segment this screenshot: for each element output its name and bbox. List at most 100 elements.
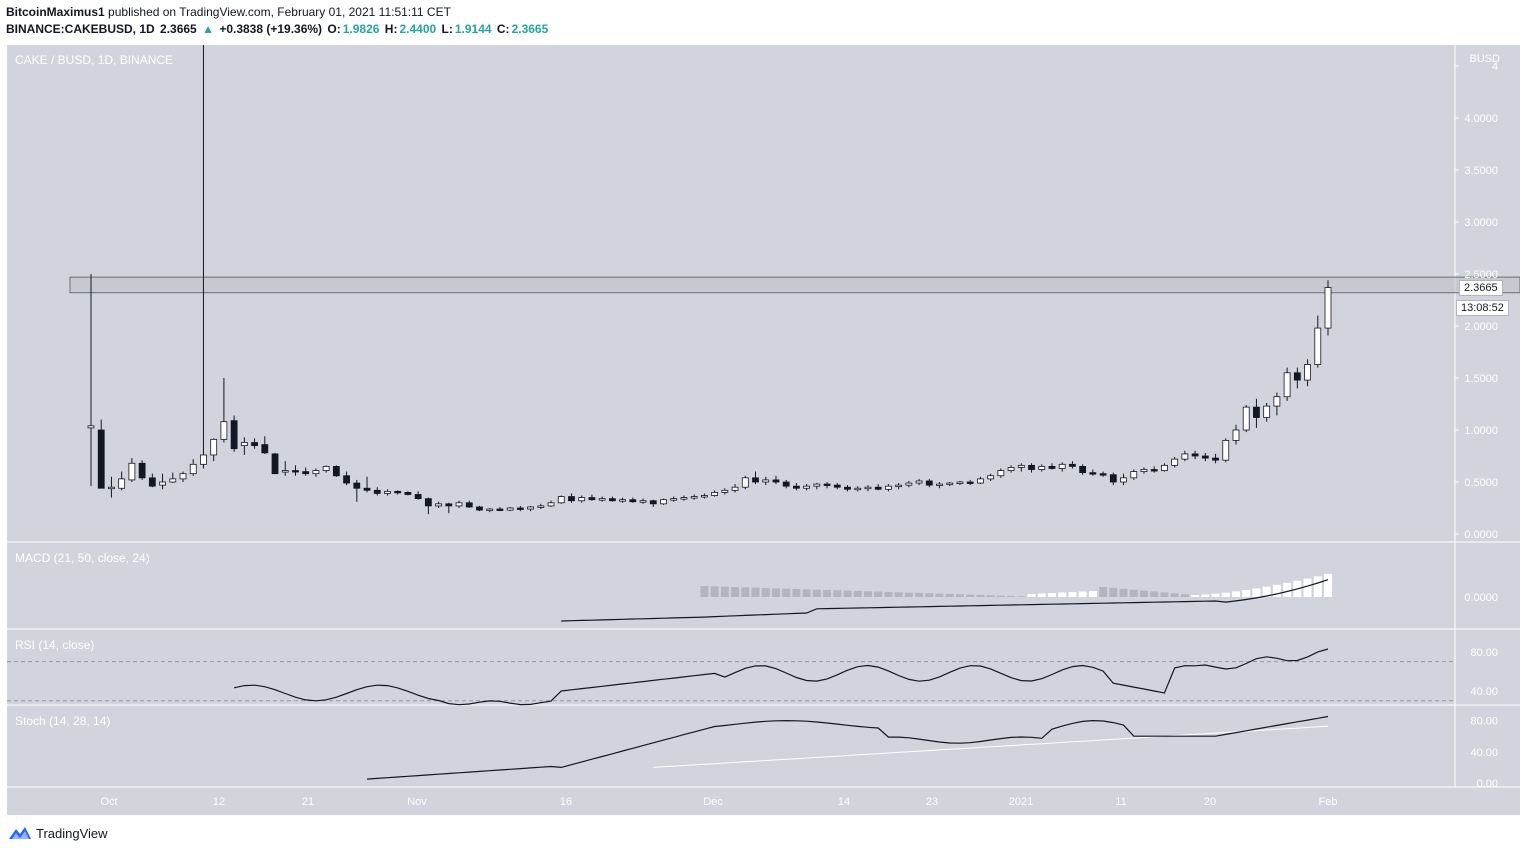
macd-histogram-bar <box>812 589 821 597</box>
resistance-zone <box>69 276 1520 294</box>
candle-body <box>353 482 361 489</box>
chart-area[interactable]: 4 4.0000 3.5000 3.0000 2.5000 2.0000 1.5000 1.0… <box>7 45 1520 815</box>
countdown-tag: 13:08:52 <box>1456 300 1509 316</box>
macd-histogram-bar <box>792 588 801 597</box>
candle-body <box>741 477 749 488</box>
candle-body <box>271 453 279 475</box>
candle-body <box>905 482 913 486</box>
up-arrow-icon: ▲ <box>202 22 214 36</box>
candle-body <box>108 486 115 490</box>
candle-body <box>1253 406 1260 418</box>
published-text: published on TradingView.com, February 0… <box>108 5 451 19</box>
macd-histogram-bar <box>1088 591 1097 597</box>
last-price: 2.3665 <box>160 22 197 36</box>
macd-histogram-bar <box>1129 589 1138 597</box>
candle-body <box>1212 457 1219 461</box>
candle-body <box>261 444 269 454</box>
macd-histogram-bar <box>884 591 893 597</box>
candle-body <box>1242 406 1250 431</box>
tradingview-brand: TradingView <box>36 825 108 841</box>
macd-histogram-bar <box>1242 589 1251 597</box>
candle-body <box>496 508 504 511</box>
candle-body <box>1089 472 1097 475</box>
macd-histogram-bar <box>1078 591 1087 597</box>
candle-body <box>568 496 575 502</box>
candle-body <box>711 491 719 496</box>
candle-body <box>343 475 350 484</box>
stoch-tick-label: 80.00 <box>1470 716 1498 728</box>
macd-histogram-bar <box>1160 592 1169 597</box>
price-tick-label: 3.0000 <box>1464 217 1498 229</box>
time-tick-label: 11 <box>1115 796 1126 808</box>
candle-body <box>752 477 759 483</box>
price-tick-label: 1.0000 <box>1464 425 1498 437</box>
candle-body <box>721 489 729 493</box>
candle-body <box>1099 473 1107 476</box>
chart-canvas[interactable]: 4 4.0000 3.5000 3.0000 2.5000 2.0000 1.5000 1.0… <box>7 45 1520 815</box>
candle-body <box>844 486 851 490</box>
macd-histogram-bar <box>802 589 811 597</box>
tradingview-footer[interactable]: TradingView <box>8 825 108 841</box>
candle-body <box>772 479 780 483</box>
macd-histogram-bar <box>976 594 985 597</box>
candle-body <box>598 498 606 501</box>
close-value: 2.3665 <box>511 22 549 36</box>
macd-histogram-bar <box>1170 593 1179 597</box>
candle-body <box>792 485 800 489</box>
symbol-label: BINANCE:CAKEBUSD, 1D <box>6 22 155 36</box>
candle-body <box>138 462 146 479</box>
candle-body <box>1161 464 1168 471</box>
candle-body <box>527 506 534 510</box>
candle-body <box>302 471 310 475</box>
candle-body <box>159 481 166 486</box>
price-tick-label: 3.5000 <box>1464 165 1498 177</box>
candle-body <box>874 486 882 490</box>
time-tick-label: 14 <box>838 796 850 808</box>
candle-body <box>312 470 320 475</box>
change-value: +0.3838 (+19.36%) <box>219 22 323 36</box>
macd-histogram-bar <box>720 586 729 597</box>
macd-histogram-bar <box>1109 587 1118 597</box>
macd-histogram-bar <box>741 587 750 597</box>
time-tick-label: 12 <box>213 796 225 808</box>
time-tick-label: Dec <box>703 796 723 808</box>
rsi-tick-label: 40.00 <box>1470 686 1498 698</box>
candle-body <box>833 484 841 488</box>
candle-body <box>384 490 391 494</box>
publisher-name[interactable]: BitcoinMaximus1 <box>6 5 105 19</box>
candle-body <box>885 485 892 490</box>
macd-histogram-bar <box>1272 584 1281 597</box>
candle-body <box>680 497 688 500</box>
candle-body <box>639 500 647 503</box>
candle-body <box>322 465 330 471</box>
stoch-signal-line <box>653 725 1329 768</box>
candle-body <box>1222 439 1230 461</box>
macd-tick-label: 0.0000 <box>1464 592 1498 604</box>
macd-histogram-bar <box>915 592 924 597</box>
time-tick-label: Feb <box>1319 796 1338 808</box>
candle-body <box>210 438 218 456</box>
price-tick-label: 0.0000 <box>1464 529 1498 541</box>
candle-body <box>200 454 207 465</box>
macd-histogram-bar <box>1099 587 1108 597</box>
stoch-k-line <box>366 715 1329 780</box>
macd-histogram-bar <box>996 595 1005 597</box>
macd-histogram-bar <box>1007 595 1016 597</box>
candle-body <box>292 470 299 473</box>
candle-body <box>1058 463 1066 469</box>
macd-histogram-bar <box>955 594 964 597</box>
macd-histogram-bar <box>1017 596 1026 597</box>
time-tick-label: Oct <box>100 796 117 808</box>
macd-histogram-bar <box>751 587 760 597</box>
time-tick-label: 2021 <box>1009 796 1033 808</box>
candle-body <box>813 483 821 487</box>
time-tick-label: 21 <box>302 796 314 808</box>
candle-body <box>148 477 156 487</box>
candle-body <box>1263 405 1271 418</box>
candle-body <box>895 484 903 488</box>
candle-body <box>220 421 228 440</box>
candle-body <box>1120 477 1127 483</box>
candle-body <box>946 482 954 485</box>
candle-body <box>915 480 923 484</box>
candle-body <box>1314 327 1322 365</box>
